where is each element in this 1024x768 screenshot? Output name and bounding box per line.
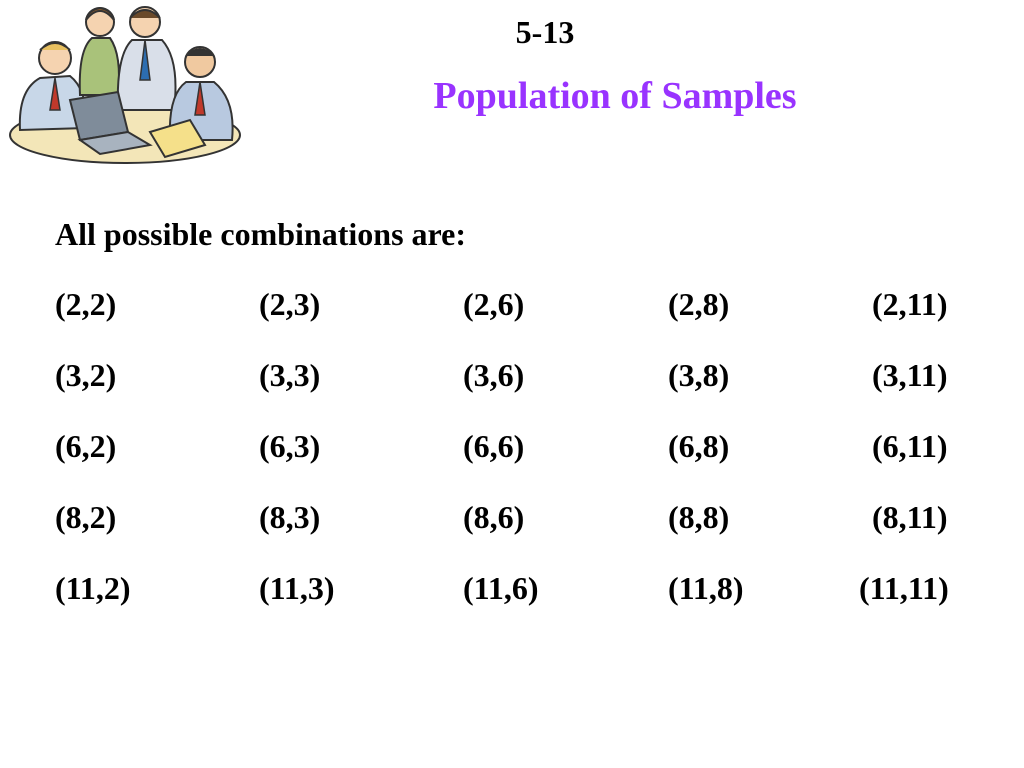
combination-cell: (3,2) [55, 357, 117, 393]
slide-title: Population of Samples [433, 75, 797, 117]
laptop-icon [68, 90, 153, 156]
combination-cell: (8,3) [259, 499, 321, 535]
combination-cell: (2,6) [463, 286, 525, 322]
combination-cell: (8,6) [463, 499, 525, 535]
combination-cell: (6,3) [259, 428, 321, 464]
combinations-grid: (2,2) (2,3) (2,6) (2,8) (2,11) (3,2) (3,… [55, 286, 985, 641]
combination-cell: (2,2) [55, 286, 117, 322]
combination-cell: (3,8) [668, 357, 730, 393]
combination-cell: (8,11) [872, 499, 948, 535]
combination-cell: (2,3) [259, 286, 321, 322]
combinations-row: (11,2) (11,3) (11,6) (11,8) (11,11) [55, 570, 985, 641]
business-team-clipart [9, 6, 241, 164]
combinations-row: (2,2) (2,3) (2,6) (2,8) (2,11) [55, 286, 985, 357]
combination-cell: (8,2) [55, 499, 117, 535]
combination-cell: (11,6) [463, 570, 539, 606]
person-woman-figure [78, 6, 120, 96]
combinations-row: (6,2) (6,3) (6,6) (6,8) (6,11) [55, 428, 985, 499]
combination-cell: (3,3) [259, 357, 321, 393]
combinations-row: (8,2) (8,3) (8,6) (8,8) (8,11) [55, 499, 985, 570]
combination-cell: (11,3) [259, 570, 335, 606]
combination-cell: (6,11) [872, 428, 948, 464]
combination-cell: (3,11) [872, 357, 948, 393]
combinations-row: (3,2) (3,3) (3,6) (3,8) (3,11) [55, 357, 985, 428]
combination-cell: (11,11) [859, 570, 949, 606]
combination-cell: (6,8) [668, 428, 730, 464]
combination-cell: (11,8) [668, 570, 744, 606]
combination-cell: (6,6) [463, 428, 525, 464]
intro-text: All possible combinations are: [55, 216, 466, 252]
combination-cell: (2,8) [668, 286, 730, 322]
slide-number: 5-13 [515, 14, 575, 50]
combination-cell: (3,6) [463, 357, 525, 393]
person-center-figure [116, 6, 177, 111]
combination-cell: (8,8) [668, 499, 730, 535]
papers-icon [148, 118, 207, 159]
combination-cell: (11,2) [55, 570, 131, 606]
combination-cell: (6,2) [55, 428, 117, 464]
combination-cell: (2,11) [872, 286, 948, 322]
